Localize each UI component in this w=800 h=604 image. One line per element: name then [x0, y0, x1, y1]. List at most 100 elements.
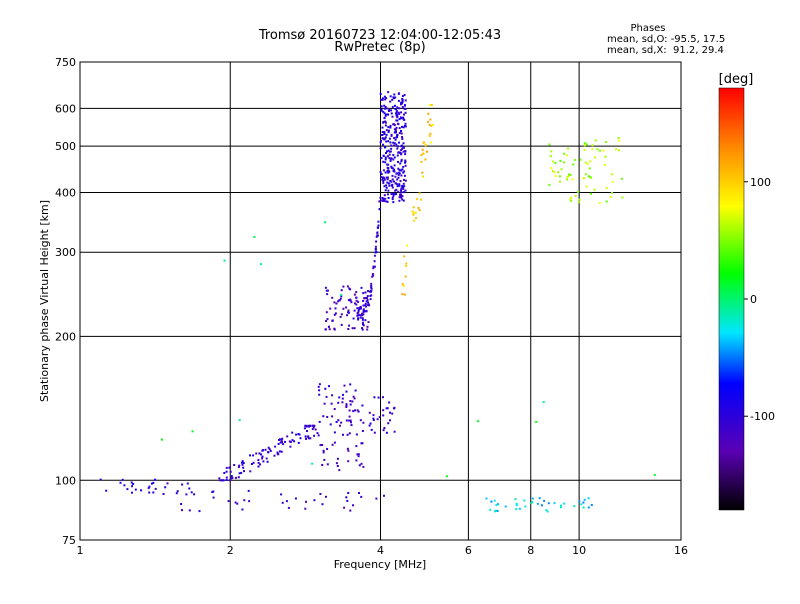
y-tick-label: 750 — [55, 56, 76, 69]
data-point — [394, 130, 397, 133]
data-point — [374, 245, 377, 248]
grid-lines — [80, 62, 681, 540]
data-point — [384, 114, 387, 117]
data-point — [236, 502, 239, 505]
data-point — [560, 168, 563, 171]
data-point — [331, 319, 334, 322]
data-point — [373, 254, 376, 257]
data-point — [514, 498, 517, 501]
data-point — [421, 148, 424, 151]
data-point — [400, 196, 403, 199]
stats-line-o: mean, sd,O: -95.5, 17.5 — [607, 34, 725, 45]
data-point — [390, 112, 393, 115]
data-point — [380, 139, 382, 142]
data-point — [386, 170, 389, 173]
data-point — [388, 170, 391, 173]
data-point — [420, 198, 423, 201]
data-point — [404, 275, 407, 278]
data-point — [338, 299, 341, 302]
data-point — [388, 157, 391, 160]
data-point — [554, 162, 557, 164]
data-point — [346, 285, 349, 288]
data-point — [404, 104, 406, 107]
data-point — [311, 428, 314, 431]
data-point — [382, 429, 385, 432]
data-point — [348, 324, 350, 327]
data-point — [404, 189, 407, 192]
data-point — [417, 206, 420, 209]
data-point — [355, 296, 358, 299]
data-point — [384, 171, 387, 174]
data-point — [397, 151, 400, 154]
data-point — [394, 104, 396, 107]
data-point — [402, 199, 405, 202]
data-point — [318, 420, 321, 423]
data-point — [161, 438, 163, 441]
data-point — [388, 137, 391, 140]
data-point — [397, 160, 399, 163]
data-point — [393, 164, 396, 167]
data-point — [396, 183, 399, 186]
data-point — [333, 408, 336, 410]
data-point — [427, 120, 430, 123]
data-point — [340, 323, 343, 326]
data-point — [360, 306, 362, 309]
data-point — [398, 184, 401, 187]
data-point — [538, 497, 541, 500]
chart-subtitle: RwPretec (8p) — [334, 40, 425, 55]
data-point — [389, 95, 392, 98]
data-point — [590, 192, 592, 195]
data-point — [361, 312, 364, 315]
data-point — [365, 300, 368, 303]
y-tick-label: 300 — [55, 246, 76, 259]
data-point — [395, 119, 398, 122]
data-point — [590, 504, 593, 506]
data-point — [238, 472, 241, 475]
data-point — [396, 134, 399, 137]
data-point — [387, 171, 390, 174]
x-tick-label: 2 — [227, 544, 234, 557]
data-point — [389, 159, 392, 162]
data-point — [385, 200, 388, 203]
data-point — [400, 130, 402, 132]
data-point — [225, 466, 228, 469]
data-point — [396, 147, 399, 150]
data-point — [364, 302, 367, 305]
data-point — [402, 116, 405, 119]
data-point — [347, 460, 350, 463]
data-point — [348, 287, 351, 290]
data-point — [378, 200, 381, 203]
data-point — [326, 289, 329, 292]
data-point — [325, 495, 327, 498]
data-point — [152, 481, 155, 484]
data-point — [309, 424, 312, 427]
data-point — [540, 504, 543, 507]
data-point — [404, 125, 407, 128]
data-point — [105, 489, 108, 492]
data-point — [379, 147, 382, 150]
data-point — [311, 462, 314, 465]
data-point — [385, 431, 388, 434]
data-point — [361, 430, 364, 432]
data-point — [356, 307, 359, 310]
data-point — [574, 194, 577, 197]
data-point — [398, 168, 401, 171]
data-point — [389, 141, 392, 144]
data-point — [383, 494, 385, 497]
data-point — [611, 173, 614, 176]
x-tick-label: 4 — [377, 544, 384, 557]
data-point — [418, 192, 421, 195]
data-point — [402, 187, 405, 190]
data-point — [284, 440, 286, 443]
data-point — [573, 159, 576, 161]
data-point — [391, 186, 394, 189]
data-point — [569, 174, 572, 176]
data-point — [398, 118, 401, 120]
data-point — [401, 106, 404, 108]
data-point — [551, 170, 554, 173]
data-point — [375, 497, 378, 500]
data-point — [397, 167, 400, 170]
data-point — [367, 304, 370, 306]
data-point — [333, 327, 336, 330]
data-point — [397, 173, 400, 176]
